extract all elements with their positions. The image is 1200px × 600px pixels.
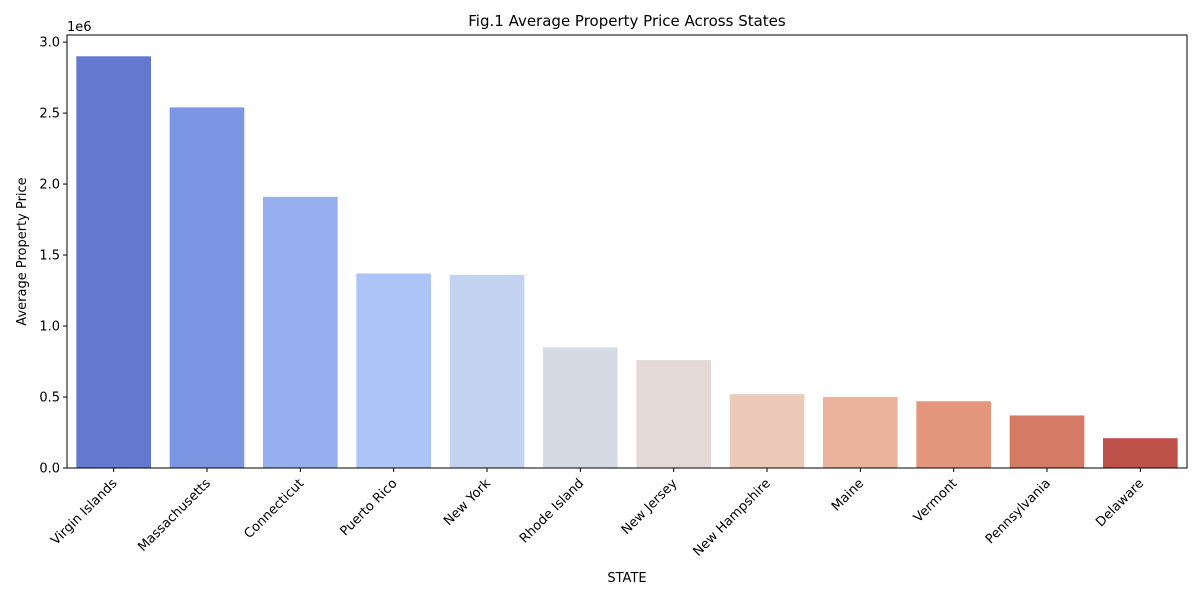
x-tick-label: Connecticut [242,476,308,542]
x-tick-label: Rhode Island [517,476,587,546]
x-tick-label: New Hampshire [691,476,774,559]
x-tick-label: New Jersey [619,476,681,538]
x-axis-ticks: Virgin Islands Massachusetts Connecticut Pu… [48,468,1147,560]
y-tick-label: 0.0 [39,462,60,477]
y-axis-offset-label: 1e6 [67,20,92,35]
plot-frame [66,34,1188,469]
bar-connecticut [263,196,338,468]
bar-massachusetts [169,107,245,468]
bar-pennsylvania [1009,415,1085,468]
x-tick-label: New York [441,476,494,529]
bar-rhode-island [543,347,618,468]
bar-maine [823,397,898,468]
x-tick-label: Delaware [1093,476,1147,530]
bar-virgin-islands [76,56,151,469]
bar-vermont [916,401,991,468]
x-tick-label: Maine [829,476,867,514]
y-tick-label: 1.5 [39,249,60,264]
bar-new-hampshire [729,394,805,468]
bar-delaware [1103,438,1178,468]
y-axis-ticks: 0.0 0.5 1.0 1.5 2.0 2.5 3.0 [39,36,67,477]
x-tick-label: Puerto Rico [337,476,400,539]
x-tick-label: Vermont [911,476,960,525]
x-tick-label: Pennsylvania [983,476,1054,547]
bar-new-york [449,274,525,468]
y-tick-label: 1.0 [39,320,60,335]
y-tick-label: 2.0 [39,178,60,193]
y-tick-label: 3.0 [39,36,60,51]
bar-puerto-rico [356,273,431,468]
bar-new-jersey [636,360,711,468]
x-tick-label: Massachusetts [135,476,214,555]
bars-group [76,56,1178,469]
chart-title: Fig.1 Average Property Price Across Stat… [468,12,786,30]
y-tick-label: 0.5 [39,391,60,406]
y-tick-label: 2.5 [39,107,60,122]
x-tick-label: Virgin Islands [48,476,120,548]
y-axis-label: Average Property Price [15,177,30,325]
x-axis-label: STATE [607,571,646,586]
